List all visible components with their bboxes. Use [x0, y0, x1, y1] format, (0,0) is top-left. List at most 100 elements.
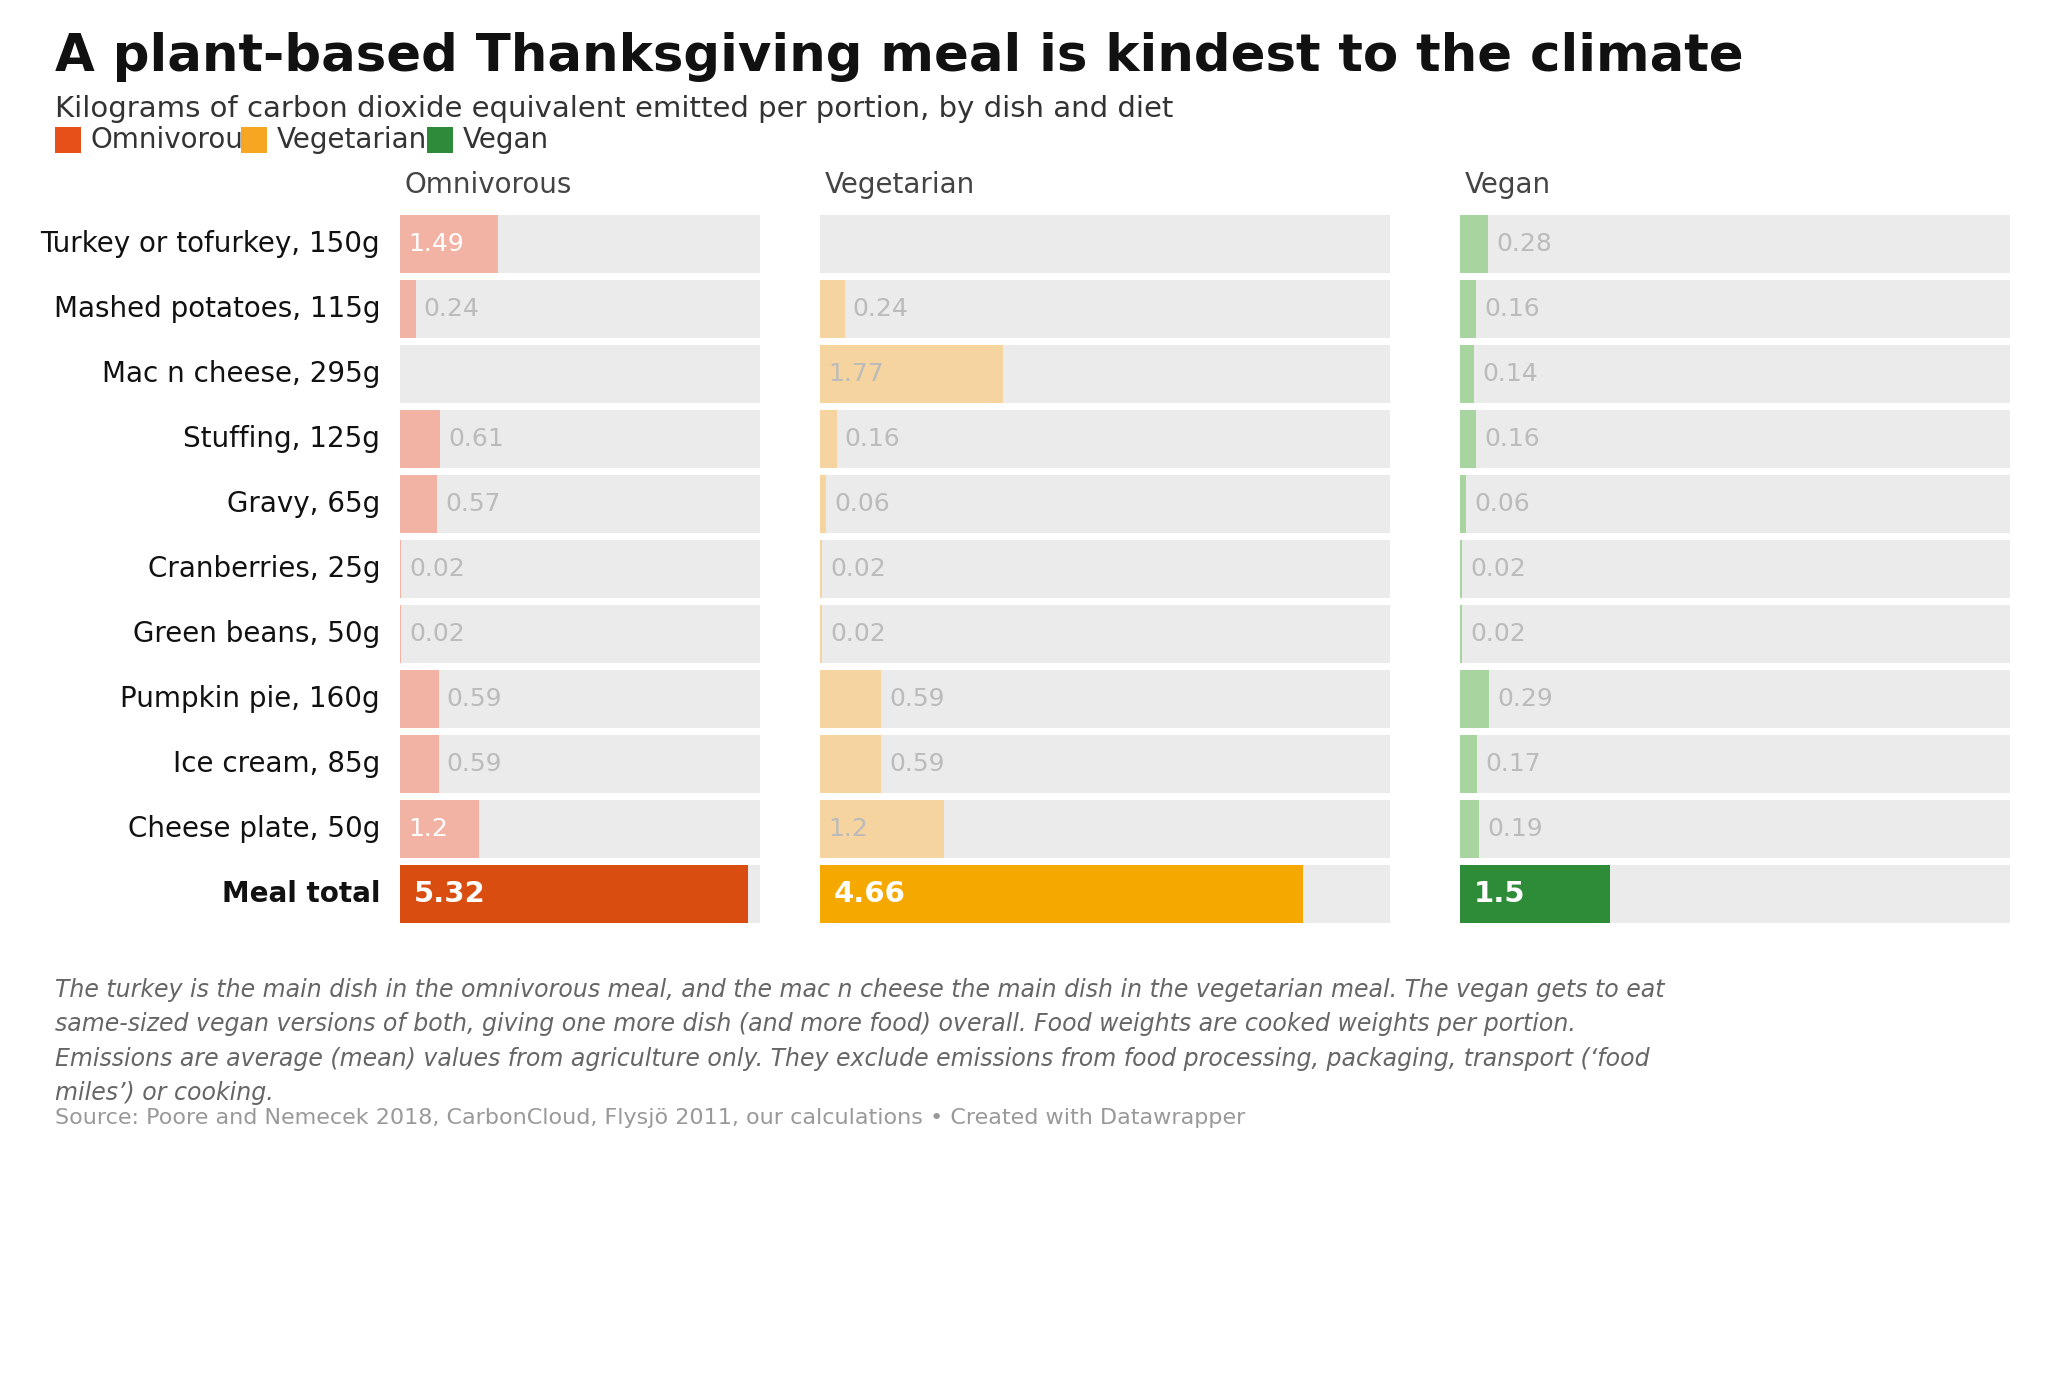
Bar	[399, 800, 760, 858]
Bar	[819, 475, 825, 533]
Bar	[1460, 736, 2009, 794]
Text: Vegan: Vegan	[1464, 171, 1550, 199]
Text: 0.24: 0.24	[852, 297, 909, 322]
Text: 1.2: 1.2	[408, 817, 449, 840]
Text: 0.06: 0.06	[1475, 493, 1530, 516]
Text: 0.59: 0.59	[446, 687, 502, 711]
Bar	[399, 736, 438, 794]
Text: 0.02: 0.02	[410, 622, 465, 646]
Text: 0.17: 0.17	[1485, 752, 1540, 776]
Text: 0.02: 0.02	[829, 622, 887, 646]
Bar	[819, 604, 821, 662]
Bar	[1460, 800, 1479, 858]
Bar	[819, 736, 1391, 794]
Bar	[1460, 280, 2009, 338]
Text: Cranberries, 25g: Cranberries, 25g	[147, 555, 381, 582]
Text: Stuffing, 125g: Stuffing, 125g	[182, 425, 381, 453]
Text: 1.49: 1.49	[408, 232, 463, 257]
Bar	[1460, 345, 2009, 403]
Bar	[819, 345, 1391, 403]
Text: 0.28: 0.28	[1495, 232, 1552, 257]
Text: Omnivorous: Omnivorous	[406, 171, 571, 199]
Bar	[55, 127, 82, 153]
Text: Meal total: Meal total	[221, 880, 381, 908]
Bar	[399, 604, 760, 662]
Text: 0.29: 0.29	[1497, 687, 1552, 711]
Bar	[1460, 540, 2009, 598]
Bar	[819, 800, 1391, 858]
Bar	[819, 280, 1391, 338]
Bar	[819, 215, 1391, 273]
Text: 0.19: 0.19	[1487, 817, 1542, 840]
Bar	[1460, 736, 1477, 794]
Bar	[819, 410, 1391, 468]
Text: The turkey is the main dish in the omnivorous meal, and the mac n cheese the mai: The turkey is the main dish in the omniv…	[55, 978, 1665, 1105]
Bar	[399, 865, 760, 923]
Bar	[819, 671, 1391, 729]
Bar	[399, 671, 760, 729]
Bar	[819, 865, 1391, 923]
Text: 0.16: 0.16	[1485, 297, 1540, 322]
Text: 0.02: 0.02	[1470, 622, 1526, 646]
Text: Mashed potatoes, 115g: Mashed potatoes, 115g	[53, 295, 381, 323]
Bar	[399, 215, 760, 273]
Bar	[819, 800, 944, 858]
Text: Vegetarian: Vegetarian	[825, 171, 975, 199]
Text: Source: Poore and Nemecek 2018, CarbonCloud, Flysjö 2011, our calculations • Cre: Source: Poore and Nemecek 2018, CarbonCl…	[55, 1108, 1245, 1127]
Text: 5.32: 5.32	[414, 880, 485, 908]
Bar	[1460, 475, 1466, 533]
Bar	[819, 736, 881, 794]
Bar	[1460, 865, 1610, 923]
Bar	[1460, 671, 2009, 729]
Bar	[1460, 475, 2009, 533]
Text: Gravy, 65g: Gravy, 65g	[227, 490, 381, 518]
Bar	[399, 345, 760, 403]
Text: 0.02: 0.02	[410, 558, 465, 581]
Text: Turkey or tofurkey, 150g: Turkey or tofurkey, 150g	[41, 230, 381, 258]
Bar	[1460, 800, 2009, 858]
Bar	[1460, 604, 2009, 662]
Bar	[1460, 345, 1475, 403]
Bar	[1460, 215, 1489, 273]
Bar	[819, 865, 1303, 923]
Text: 0.57: 0.57	[444, 493, 502, 516]
Bar	[819, 671, 881, 729]
Bar	[399, 280, 760, 338]
Text: Pumpkin pie, 160g: Pumpkin pie, 160g	[121, 684, 381, 713]
Text: A plant-based Thanksgiving meal is kindest to the climate: A plant-based Thanksgiving meal is kinde…	[55, 32, 1743, 81]
Bar	[399, 540, 760, 598]
Bar	[819, 345, 1004, 403]
Text: Mac n cheese, 295g: Mac n cheese, 295g	[102, 360, 381, 388]
Text: Vegetarian: Vegetarian	[276, 126, 428, 155]
Text: 1.5: 1.5	[1475, 880, 1526, 908]
Bar	[1460, 410, 2009, 468]
Bar	[1460, 280, 1477, 338]
Text: Vegan: Vegan	[463, 126, 549, 155]
Bar	[399, 800, 479, 858]
Bar	[399, 475, 760, 533]
Bar	[399, 215, 498, 273]
Text: 0.61: 0.61	[449, 426, 504, 451]
Text: Ice cream, 85g: Ice cream, 85g	[172, 749, 381, 778]
Text: Cheese plate, 50g: Cheese plate, 50g	[127, 816, 381, 843]
Bar	[426, 127, 453, 153]
Bar	[242, 127, 266, 153]
Bar	[399, 475, 438, 533]
Text: 1.2: 1.2	[827, 817, 868, 840]
Bar	[1460, 671, 1489, 729]
Text: 0.02: 0.02	[829, 558, 887, 581]
Text: 0.14: 0.14	[1483, 362, 1538, 386]
Text: 0.59: 0.59	[889, 752, 944, 776]
Bar	[1460, 215, 2009, 273]
Bar	[819, 280, 846, 338]
Bar	[819, 540, 1391, 598]
Bar	[399, 736, 760, 794]
Text: 0.16: 0.16	[844, 426, 901, 451]
Bar	[819, 540, 821, 598]
Text: 0.02: 0.02	[1470, 558, 1526, 581]
Text: 1.77: 1.77	[827, 362, 883, 386]
Text: 0.59: 0.59	[446, 752, 502, 776]
Bar	[399, 865, 748, 923]
Bar	[1460, 410, 1477, 468]
Text: Green beans, 50g: Green beans, 50g	[133, 620, 381, 649]
